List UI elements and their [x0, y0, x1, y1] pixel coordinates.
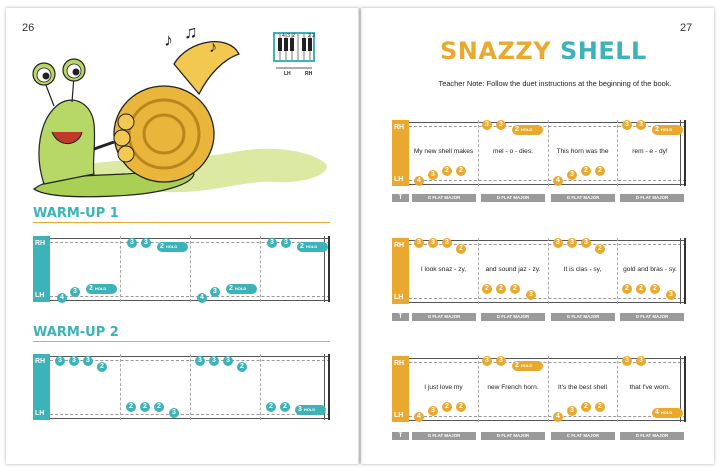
note: 2	[266, 402, 276, 412]
note: 3	[210, 287, 220, 297]
page-number-right: 27	[680, 22, 693, 34]
keyboard-rh-label: RH	[305, 71, 313, 77]
book-gutter	[358, 8, 364, 464]
chord-bar-1: T G FLAT MAJOR D FLAT MAJOR G FLAT MAJOR…	[392, 194, 686, 202]
warmup1-heading: WARM-UP 1	[33, 206, 119, 221]
note: 3	[169, 408, 179, 418]
note: 3	[70, 287, 80, 297]
lh-label: LH	[35, 410, 45, 417]
warmup1-staff: RH LH 4 3 2 HOLD 3 3 2 HOLD 4 3 2 HOLD 3 3 …	[33, 236, 330, 303]
hold-note: 2 HOLD	[297, 242, 328, 252]
note: 4	[57, 293, 67, 303]
note: 4	[197, 293, 207, 303]
snail-horn-illustration: ♪ ♫ ♪	[32, 24, 327, 198]
rh-label: RH	[35, 240, 46, 247]
note: 3	[209, 356, 219, 366]
staff-side-bar	[392, 356, 409, 422]
hold-note: 2 HOLD	[86, 284, 117, 294]
staff-side-bar	[33, 236, 50, 302]
svg-text:♫: ♫	[184, 24, 198, 42]
svg-text:♪: ♪	[209, 39, 217, 56]
left-page	[6, 8, 359, 464]
right-page	[361, 8, 714, 464]
note: 2	[97, 362, 107, 372]
warmup2-staff: RH LH 3 3 3 2 2 2 2 3 3 3 3 2 2 2 3 HOLD	[33, 354, 330, 420]
rh-label: RH	[35, 358, 46, 365]
note: 2	[140, 402, 150, 412]
note: 3	[83, 356, 93, 366]
teacher-note: Teacher Note: Follow the duet instructio…	[438, 79, 672, 88]
warmup2-underline	[33, 341, 330, 342]
note: 3	[267, 238, 277, 248]
warmup1-underline	[33, 222, 330, 223]
note: 3	[141, 238, 151, 248]
song-title: SNAZZY SHELL	[440, 37, 647, 65]
note: 3	[69, 356, 79, 366]
keyboard-lh-label: LH	[284, 71, 291, 77]
song-staff-1: RH LH My new shell makes mel - o - dies.…	[392, 120, 686, 186]
hold-note: 2 HOLD	[157, 242, 188, 252]
keyboard-fingers-right: 2 3	[308, 33, 315, 39]
note: 2	[126, 402, 136, 412]
svg-text:♪: ♪	[164, 30, 173, 50]
keyboard-diagram	[273, 32, 315, 69]
staff-side-bar	[392, 120, 409, 186]
hold-note: 3 HOLD	[295, 405, 326, 415]
chord-bar-3: T G FLAT MAJOR D FLAT MAJOR C FLAT MAJOR…	[392, 432, 686, 440]
song-staff-3: RH LH I just love my new French horn. It…	[392, 356, 686, 422]
note: 2	[237, 362, 247, 372]
keyboard-fingers-left: 4 3 2	[282, 33, 296, 39]
note: 3	[195, 356, 205, 366]
note: 3	[223, 356, 233, 366]
note: 3	[281, 238, 291, 248]
staff-side-bar	[33, 354, 50, 420]
lh-label: LH	[35, 292, 45, 299]
note: 2	[154, 402, 164, 412]
warmup2-heading: WARM-UP 2	[33, 325, 119, 340]
chord-bar-2: T G FLAT MAJOR D FLAT MAJOR G FLAT MAJOR…	[392, 313, 686, 321]
page-number-left: 26	[22, 22, 35, 34]
hold-note: 2 HOLD	[226, 284, 257, 294]
note: 3	[127, 238, 137, 248]
staff-side-bar	[392, 238, 409, 304]
song-staff-2: RH LH I look snaz - zy, and sound jaz - …	[392, 238, 686, 304]
note: 2	[280, 402, 290, 412]
note: 3	[55, 356, 65, 366]
